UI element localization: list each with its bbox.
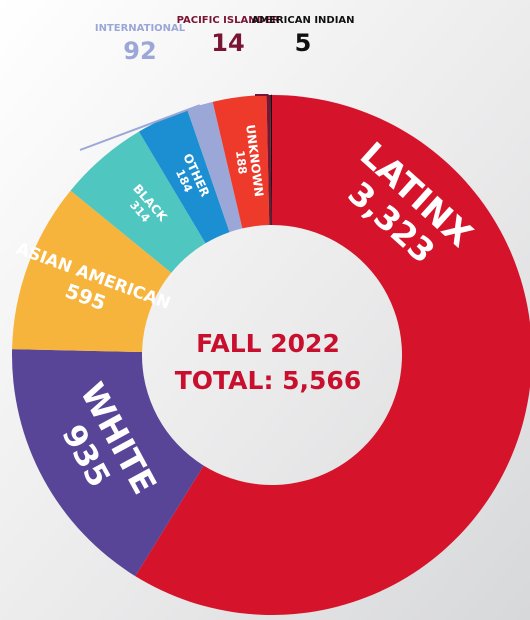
value-label: 14 [211, 29, 244, 57]
category-label: PACIFIC ISLANDER [177, 15, 280, 26]
donut-segment [266, 95, 272, 226]
donut-segment [187, 101, 243, 233]
value-label: 5 [295, 29, 312, 57]
donut-segment [270, 95, 272, 226]
center-label: FALL 2022 [196, 329, 340, 358]
donut-segment [135, 95, 530, 615]
donut-segment [12, 190, 172, 353]
donut-segment [138, 109, 230, 244]
center-label: TOTAL: 5,566 [175, 366, 361, 395]
category-label: AMERICAN INDIAN [251, 15, 354, 26]
donut-segment [12, 349, 204, 577]
category-label: INTERNATIONAL [95, 23, 186, 34]
donut-segment [212, 95, 270, 229]
donut-segment [70, 131, 206, 273]
value-label: 188 [233, 150, 250, 175]
value-label: 92 [123, 37, 156, 65]
leader-line [79, 104, 201, 151]
